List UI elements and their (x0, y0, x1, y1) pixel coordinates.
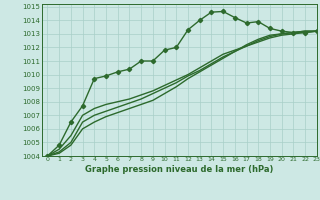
X-axis label: Graphe pression niveau de la mer (hPa): Graphe pression niveau de la mer (hPa) (85, 165, 273, 174)
